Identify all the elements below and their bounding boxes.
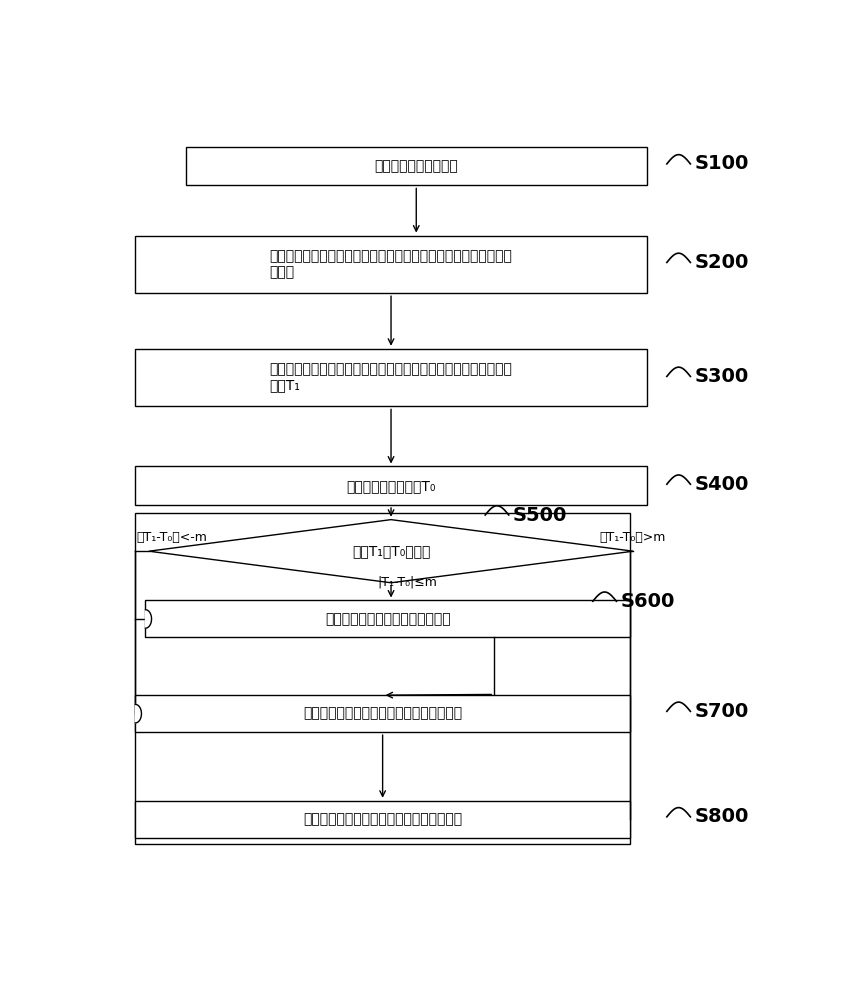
Bar [135, 695, 630, 732]
Bar [135, 801, 630, 838]
Polygon shape [149, 520, 634, 583]
Polygon shape [146, 610, 152, 628]
Bar [135, 513, 630, 844]
Text: 比较T₁与T₀的大小: 比较T₁与T₀的大小 [352, 544, 431, 558]
Polygon shape [135, 704, 141, 723]
Text: S100: S100 [694, 154, 749, 173]
Text: （T₁-T₀）>m: （T₁-T₀）>m [600, 531, 666, 544]
Text: S700: S700 [694, 702, 749, 721]
Text: S500: S500 [513, 506, 567, 525]
Text: 基于发动机的运行参数确定主油道温度和润滑油冷却油腔的对流换
热系数: 基于发动机的运行参数确定主油道温度和润滑油冷却油腔的对流换 热系数 [270, 249, 512, 279]
Text: 保持电控活塞冷却喷嘴的开度不变: 保持电控活塞冷却喷嘴的开度不变 [325, 612, 450, 626]
Text: S200: S200 [694, 253, 749, 272]
Text: 将电控活塞冷却喷嘴的开度增大第一设定值: 将电控活塞冷却喷嘴的开度增大第一设定值 [303, 707, 462, 721]
Text: （T₁-T₀）<-m: （T₁-T₀）<-m [137, 531, 207, 544]
Text: 获取发动机的运行参数: 获取发动机的运行参数 [374, 159, 458, 173]
Bar [135, 349, 647, 406]
Bar [135, 466, 647, 505]
Text: S400: S400 [694, 475, 749, 494]
Bar [135, 235, 647, 293]
Text: |T₁-T₀|≤m: |T₁-T₀|≤m [378, 576, 437, 588]
Text: S800: S800 [694, 807, 749, 826]
Text: S600: S600 [621, 592, 674, 611]
Text: 基于主油道温度和润滑油冷却油腔的对流换热系数确定活塞的工作
温度T₁: 基于主油道温度和润滑油冷却油腔的对流换热系数确定活塞的工作 温度T₁ [270, 362, 512, 393]
Text: 将电控活塞冷却喷嘴的开度减小第二设定值: 将电控活塞冷却喷嘴的开度减小第二设定值 [303, 812, 462, 826]
Bar [186, 147, 647, 185]
Bar [146, 600, 630, 637]
Text: 获取活塞的目标温度T₀: 获取活塞的目标温度T₀ [346, 479, 436, 493]
Text: S300: S300 [694, 367, 749, 386]
